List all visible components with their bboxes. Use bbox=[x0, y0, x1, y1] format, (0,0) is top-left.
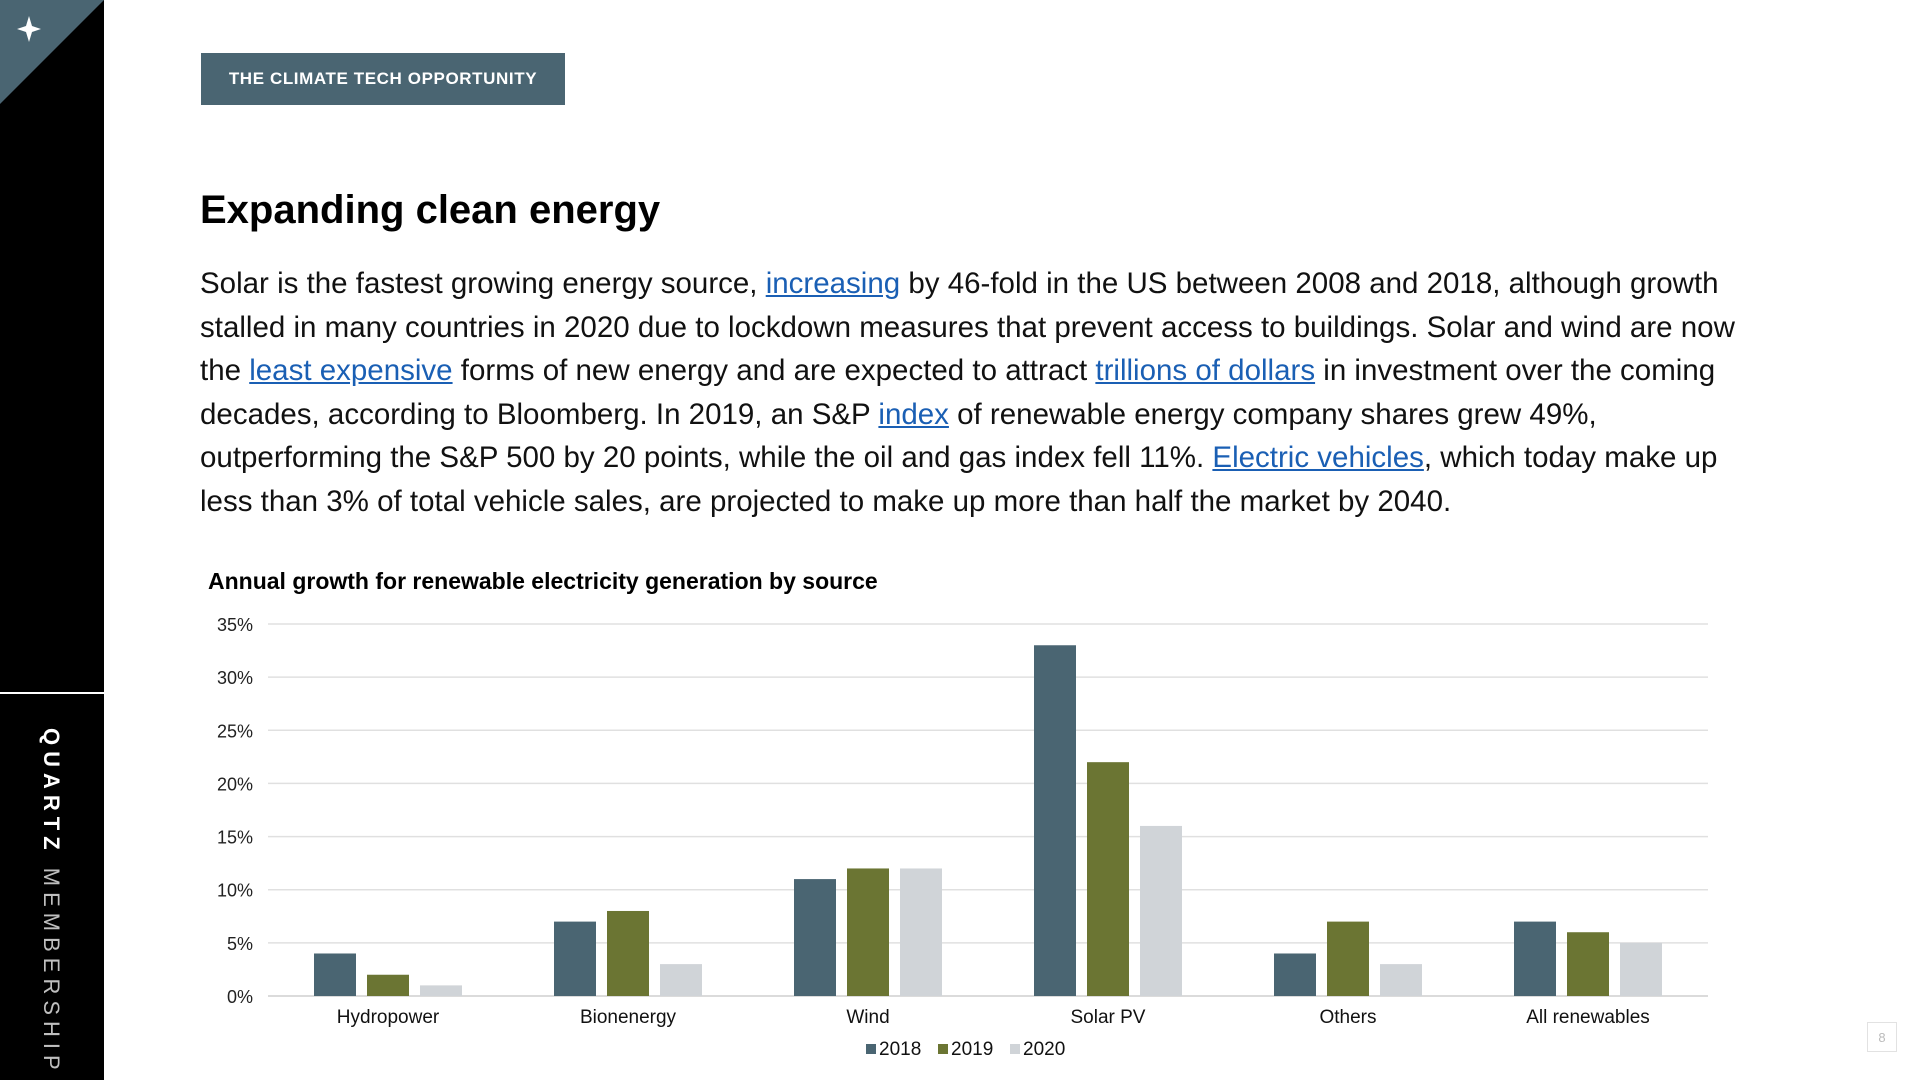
sparkle-icon bbox=[17, 16, 41, 42]
bar bbox=[1514, 921, 1556, 996]
x-tick-label: Wind bbox=[846, 1007, 889, 1028]
x-tick-label: Bionenergy bbox=[580, 1007, 677, 1028]
least-expensive-link[interactable]: least expensive bbox=[249, 354, 453, 387]
y-tick-label: 35% bbox=[217, 615, 253, 635]
chart-title: Annual growth for renewable electricity … bbox=[208, 568, 878, 594]
x-tick-label: Solar PV bbox=[1071, 1007, 1146, 1028]
bar bbox=[1620, 942, 1662, 996]
x-tick-label: All renewables bbox=[1526, 1007, 1650, 1028]
bar bbox=[1140, 825, 1182, 996]
legend-swatch bbox=[1010, 1044, 1020, 1054]
index-link[interactable]: index bbox=[878, 397, 949, 431]
corner-banner bbox=[0, 0, 104, 104]
body-text-6: , which today make up less than 3% of to… bbox=[200, 441, 1718, 518]
increasing-link[interactable]: increasing bbox=[765, 267, 901, 300]
bar bbox=[420, 985, 462, 996]
legend-label: 2019 bbox=[951, 1039, 993, 1060]
body-text-3: forms of new energy and are expected to … bbox=[452, 354, 1096, 387]
y-tick-label: 25% bbox=[217, 721, 253, 741]
trillions-of-dollars-link[interactable]: trillions of dollars bbox=[1095, 354, 1316, 387]
bar bbox=[314, 953, 356, 996]
body-text-4: in investment over the coming decades, a… bbox=[200, 354, 1716, 431]
x-tick-label: Others bbox=[1319, 1007, 1376, 1028]
section-tag: THE CLIMATE TECH OPPORTUNITY bbox=[201, 53, 565, 105]
bar bbox=[660, 964, 702, 996]
body-paragraph: Solar is the fastest growing energy sour… bbox=[200, 262, 1750, 523]
bar bbox=[367, 974, 409, 996]
bar bbox=[1327, 921, 1369, 996]
body-text-5: of renewable energy company shares grew … bbox=[200, 397, 1597, 475]
y-tick-label: 30% bbox=[217, 668, 253, 688]
bar bbox=[1567, 932, 1609, 996]
body-text-1: Solar is the fastest growing energy sour… bbox=[200, 267, 766, 300]
legend-label: 2020 bbox=[1023, 1039, 1065, 1060]
y-tick-label: 0% bbox=[227, 987, 253, 1007]
y-tick-label: 15% bbox=[217, 828, 253, 848]
body-text-2: by 46-fold in the US between 2008 and 20… bbox=[200, 267, 1735, 387]
bar bbox=[794, 879, 836, 996]
bar bbox=[847, 868, 889, 996]
y-tick-label: 5% bbox=[227, 934, 253, 954]
headline: Expanding clean energy bbox=[200, 188, 661, 232]
y-tick-label: 10% bbox=[217, 881, 253, 901]
bar bbox=[1087, 762, 1129, 996]
bar bbox=[607, 910, 649, 996]
bar bbox=[1380, 964, 1422, 996]
bar bbox=[1034, 645, 1076, 996]
sidebar: QUARTZ MEMBERSHIP bbox=[0, 0, 104, 1080]
bar bbox=[1274, 953, 1316, 996]
page-number: 8 bbox=[1867, 1022, 1897, 1052]
sidebar-divider bbox=[0, 692, 104, 694]
legend-swatch bbox=[938, 1044, 948, 1054]
bar bbox=[900, 868, 942, 996]
bar bbox=[554, 921, 596, 996]
x-tick-label: Hydropower bbox=[337, 1007, 440, 1028]
y-tick-label: 20% bbox=[217, 774, 253, 794]
legend-label: 2018 bbox=[879, 1039, 921, 1060]
legend-swatch bbox=[866, 1044, 876, 1054]
electric-vehicles-link[interactable]: Electric vehicles bbox=[1212, 441, 1424, 474]
